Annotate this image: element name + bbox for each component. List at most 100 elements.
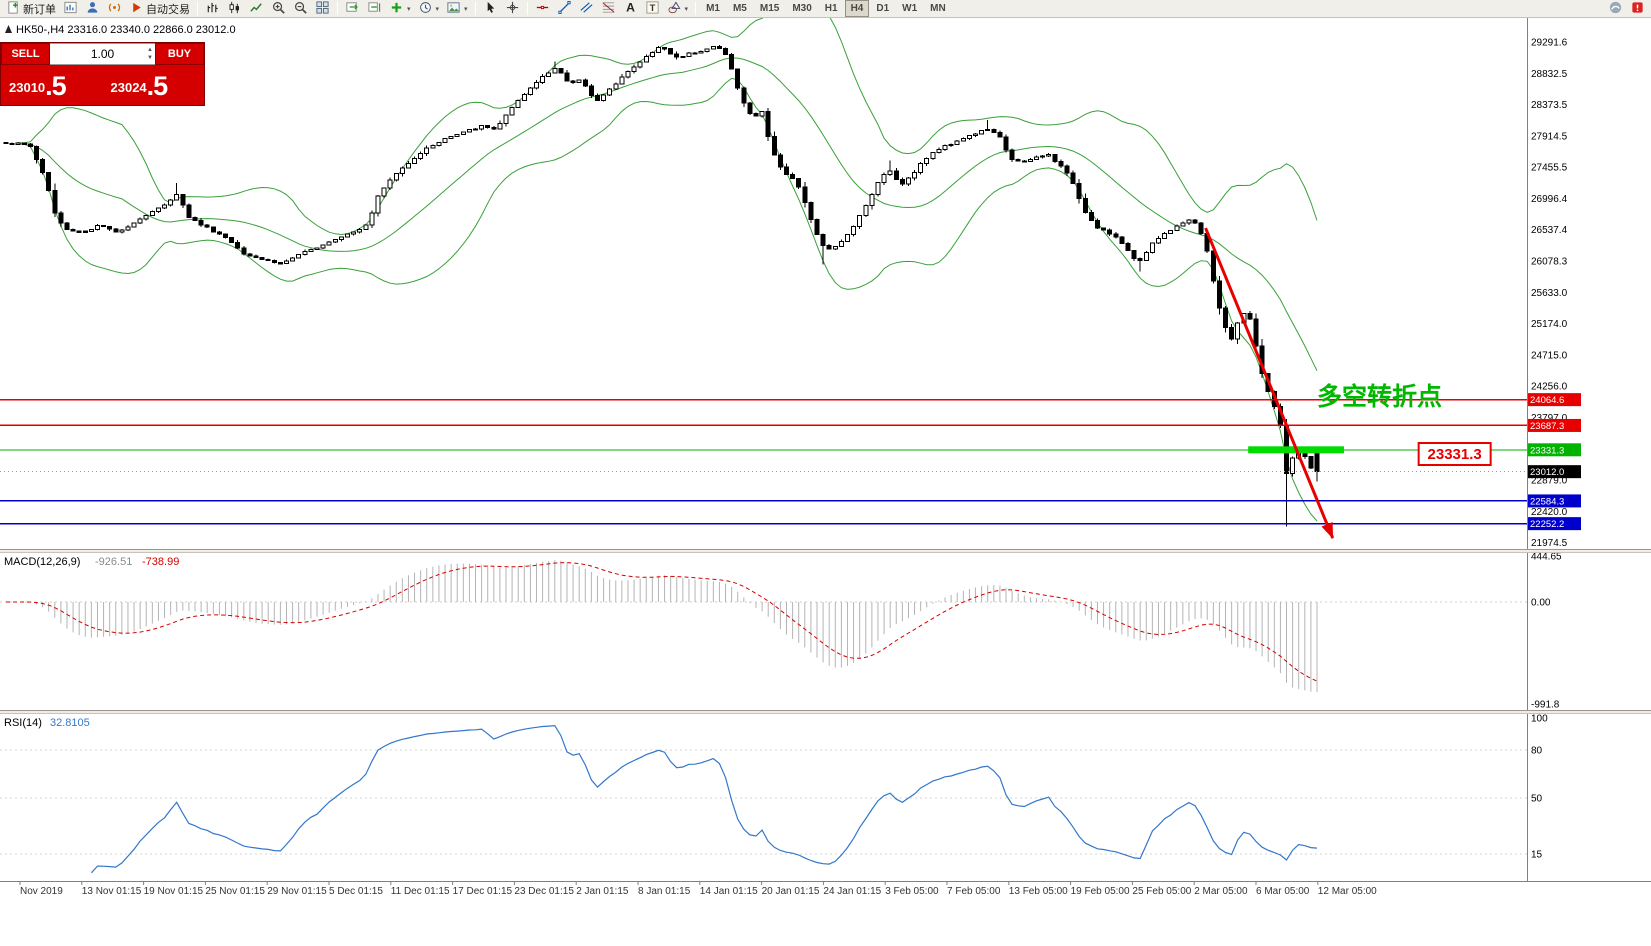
toolbar-divider [474, 2, 476, 15]
charts-window-icon-icon [63, 0, 78, 18]
bar-chart-button[interactable] [202, 0, 223, 17]
one-click-trading-panel: SELL 1.00 ▲ ▼ BUY 23010.5 23024.5 [0, 42, 205, 106]
svg-text:23012.0: 23012.0 [1530, 467, 1564, 478]
trend-arrow[interactable] [1204, 227, 1335, 540]
sell-button[interactable]: SELL [1, 43, 50, 65]
zoom-out-icon [293, 0, 308, 18]
svg-text:19 Feb 05:00: 19 Feb 05:00 [1071, 886, 1130, 897]
tile-windows-button[interactable] [312, 0, 333, 17]
periods-icon [418, 0, 433, 18]
indicators-button[interactable]: ▾ [386, 0, 414, 17]
text-button[interactable]: A [620, 0, 641, 17]
text-label-button[interactable]: T [642, 0, 663, 17]
horizontal-level-lines[interactable] [0, 398, 1527, 525]
timeframe-w1-button[interactable]: W1 [902, 3, 918, 14]
bar-chart-icon [205, 0, 220, 18]
sell-price[interactable]: 23010.5 [9, 71, 67, 101]
panel-separator-macd-rsi[interactable] [0, 711, 1651, 713]
svg-text:25633.0: 25633.0 [1531, 288, 1568, 299]
price-label-box [1527, 443, 1581, 457]
horizontal-line-button[interactable] [532, 0, 553, 17]
svg-text:25 Feb 05:00: 25 Feb 05:00 [1132, 886, 1191, 897]
volume-spinner[interactable]: 1.00 ▲ ▼ [50, 43, 155, 65]
shapes-button[interactable]: ▾ [664, 0, 692, 17]
chart-shift-icon [367, 0, 382, 18]
broadcast-icon[interactable] [104, 0, 125, 17]
timeframe-m5-button[interactable]: M5 [732, 3, 747, 14]
svg-text:28373.5: 28373.5 [1531, 100, 1568, 111]
timeframe-m30-button[interactable]: M30 [792, 3, 812, 14]
svg-text:6 Mar 05:00: 6 Mar 05:00 [1256, 886, 1310, 897]
turning-point-label[interactable]: 多空转折点 [1317, 382, 1442, 411]
timeframe-m1-button[interactable]: M1 [706, 3, 720, 14]
bid-ask-prices: 23010.5 23024.5 [1, 65, 204, 105]
profiles-icon-icon [85, 0, 100, 18]
svg-text:14 Jan 01:15: 14 Jan 01:15 [700, 886, 758, 897]
alert-icon[interactable] [1627, 0, 1648, 17]
fibonacci-icon [601, 0, 616, 18]
svg-text:0.00: 0.00 [1531, 598, 1551, 609]
zoom-out-button[interactable] [290, 0, 311, 17]
buy-price[interactable]: 23024.5 [110, 71, 169, 101]
buy-button[interactable]: BUY [155, 43, 204, 65]
channel-button[interactable] [576, 0, 597, 17]
candlestick-chart-icon [227, 0, 242, 18]
timeframe-h4-button[interactable]: H4 [844, 0, 870, 17]
templates-button[interactable]: ▾ [443, 0, 471, 17]
macd-panel: 444.65 0.00 -991.8 [0, 552, 1562, 711]
toolbar: 新订单 自动交易 ▾ ▾ ▾ A T ▾ M1 M5 M15 M30 H1 H4 D1 W1 MN [0, 0, 1651, 18]
svg-text:26996.4: 26996.4 [1531, 194, 1568, 205]
timeframe-m15-button[interactable]: M15 [759, 3, 780, 14]
price-callout[interactable]: 23331.3 [1417, 442, 1492, 467]
svg-text:13 Nov 01:15: 13 Nov 01:15 [82, 886, 142, 897]
zoom-in-button[interactable] [268, 0, 289, 17]
timeframe-h1-button[interactable]: H1 [824, 3, 838, 14]
profiles-icon[interactable] [82, 0, 103, 17]
toolbar-divider [337, 2, 338, 15]
svg-text:22252.2: 22252.2 [1530, 519, 1564, 530]
svg-text:5 Dec 01:15: 5 Dec 01:15 [329, 886, 383, 897]
svg-text:HK50-,H4 23316.0 23340.0 2286: HK50-,H4 23316.0 23340.0 22866.0 23012.0 [16, 24, 236, 36]
timeframe-mn-button[interactable]: MN [930, 3, 946, 14]
fibonacci-button[interactable] [598, 0, 619, 17]
new-order-button[interactable]: 新订单 [3, 0, 59, 17]
symbol-marker-icon [5, 25, 12, 33]
svg-text:80: 80 [1531, 746, 1543, 757]
volume-decrease-icon[interactable]: ▼ [147, 55, 153, 61]
time-axis[interactable]: Nov 2019 13 Nov 01:15 19 Nov 01:15 25 Nov 0… [19, 881, 1377, 897]
price-label-box [1527, 418, 1581, 432]
price-axis[interactable]: 29291.6 28832.5 28373.5 27914.5 27455.5 26996… [1527, 38, 1581, 550]
line-chart-icon [249, 0, 264, 18]
price-label-box [1527, 517, 1581, 531]
candlestick-chart-button[interactable] [224, 0, 245, 17]
periods-button[interactable]: ▾ [415, 0, 443, 17]
svg-text:23331.3: 23331.3 [1530, 445, 1564, 456]
tile-windows-icon [315, 0, 330, 18]
svg-text:15: 15 [1531, 850, 1543, 861]
svg-text:24064.6: 24064.6 [1530, 395, 1564, 406]
svg-text:24715.0: 24715.0 [1531, 350, 1568, 361]
line-chart-button[interactable] [246, 0, 267, 17]
cursor-button[interactable] [480, 0, 501, 17]
chevron-down-icon: ▾ [407, 5, 411, 13]
svg-text:13 Feb 05:00: 13 Feb 05:00 [1009, 886, 1068, 897]
svg-text:444.65: 444.65 [1531, 552, 1562, 563]
svg-text:11 Dec 01:15: 11 Dec 01:15 [391, 886, 450, 897]
chart-shift-button[interactable] [364, 0, 385, 17]
auto-scroll-button[interactable] [342, 0, 363, 17]
chart-annotations: 多空转折点 23331.3 [1204, 227, 1492, 540]
bollinger-bands [18, 18, 1318, 522]
price-label-box [1527, 393, 1581, 407]
crosshair-button[interactable] [502, 0, 523, 17]
trendline-icon [557, 0, 572, 18]
metaquotes-logo-icon[interactable] [1605, 0, 1626, 17]
volume-increase-icon[interactable]: ▲ [147, 47, 153, 53]
svg-text:23797.0: 23797.0 [1531, 413, 1568, 424]
timeframe-d1-button[interactable]: D1 [876, 3, 890, 14]
panel-separator-main-macd[interactable] [0, 550, 1651, 552]
autotrading-button[interactable]: 自动交易 [126, 0, 193, 17]
svg-text:26078.3: 26078.3 [1531, 257, 1568, 268]
chevron-down-icon: ▾ [464, 5, 468, 13]
trendline-button[interactable] [554, 0, 575, 17]
charts-window-icon[interactable] [60, 0, 81, 17]
